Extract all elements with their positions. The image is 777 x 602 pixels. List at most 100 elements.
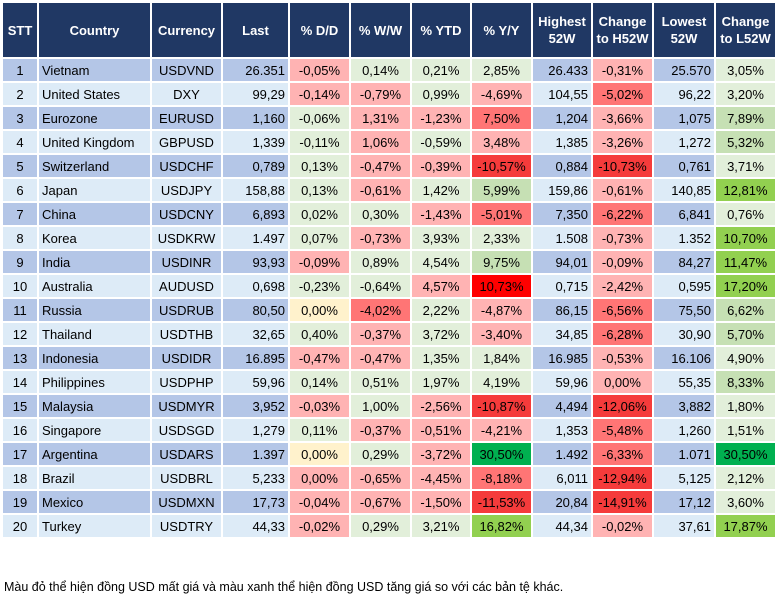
- country-cell: Switzerland: [37, 153, 152, 179]
- ytd-cell: -3,72%: [410, 441, 472, 467]
- yy-cell: 30,50%: [470, 441, 533, 467]
- table-row: 18 Brazil USDBRL 5,233 0,00% -0,65% -4,45% -8,1…: [1, 465, 777, 491]
- change-l52w-cell: 0,76%: [714, 201, 777, 227]
- currency-cell: USDTHB: [150, 321, 223, 347]
- ytd-cell: -0,59%: [410, 129, 472, 155]
- stt-cell: 5: [1, 153, 39, 179]
- last-cell: 0,789: [221, 153, 290, 179]
- highest-52w-cell: 1.508: [531, 225, 593, 251]
- last-cell: 158,88: [221, 177, 290, 203]
- country-cell: United States: [37, 81, 152, 107]
- stt-cell: 4: [1, 129, 39, 155]
- change-h52w-cell: -12,94%: [591, 465, 654, 491]
- yy-cell: -10,87%: [470, 393, 533, 419]
- change-l52w-cell: 10,70%: [714, 225, 777, 251]
- dd-cell: -0,03%: [288, 393, 351, 419]
- yy-cell: -10,57%: [470, 153, 533, 179]
- header-dd: % D/D: [288, 1, 351, 59]
- highest-52w-cell: 16.985: [531, 345, 593, 371]
- ytd-cell: -0,39%: [410, 153, 472, 179]
- country-cell: Philippines: [37, 369, 152, 395]
- currency-cell: USDCNY: [150, 201, 223, 227]
- highest-52w-cell: 1,353: [531, 417, 593, 443]
- stt-cell: 9: [1, 249, 39, 275]
- last-cell: 16.895: [221, 345, 290, 371]
- dd-cell: 0,40%: [288, 321, 351, 347]
- last-cell: 93,93: [221, 249, 290, 275]
- change-h52w-cell: -6,28%: [591, 321, 654, 347]
- dd-cell: -0,47%: [288, 345, 351, 371]
- change-l52w-cell: 5,70%: [714, 321, 777, 347]
- header-change-l52w: Change to L52W: [714, 1, 777, 59]
- stt-cell: 17: [1, 441, 39, 467]
- country-cell: India: [37, 249, 152, 275]
- highest-52w-cell: 159,86: [531, 177, 593, 203]
- lowest-52w-cell: 37,61: [652, 513, 716, 539]
- highest-52w-cell: 104,55: [531, 81, 593, 107]
- ytd-cell: 4,57%: [410, 273, 472, 299]
- last-cell: 59,96: [221, 369, 290, 395]
- lowest-52w-cell: 5,125: [652, 465, 716, 491]
- currency-cell: USDSGD: [150, 417, 223, 443]
- last-cell: 0,698: [221, 273, 290, 299]
- last-cell: 44,33: [221, 513, 290, 539]
- dd-cell: 0,11%: [288, 417, 351, 443]
- table-row: 1 Vietnam USDVND 26.351 -0,05% 0,14% 0,21% 2,85…: [1, 57, 777, 83]
- dd-cell: -0,14%: [288, 81, 351, 107]
- dd-cell: 0,00%: [288, 465, 351, 491]
- header-last: Last: [221, 1, 290, 59]
- currency-cell: USDRUB: [150, 297, 223, 323]
- lowest-52w-cell: 140,85: [652, 177, 716, 203]
- lowest-52w-cell: 16.106: [652, 345, 716, 371]
- highest-52w-cell: 1,204: [531, 105, 593, 131]
- table-row: 3 Eurozone EURUSD 1,160 -0,06% 1,31% -1,23% 7,5…: [1, 105, 777, 131]
- change-h52w-cell: -0,31%: [591, 57, 654, 83]
- country-cell: Thailand: [37, 321, 152, 347]
- yy-cell: 4,19%: [470, 369, 533, 395]
- currency-cell: EURUSD: [150, 105, 223, 131]
- yy-cell: 5,99%: [470, 177, 533, 203]
- table-row: 17 Argentina USDARS 1.397 0,00% 0,29% -3,72% 30…: [1, 441, 777, 467]
- change-h52w-cell: -0,61%: [591, 177, 654, 203]
- table-row: 16 Singapore USDSGD 1,279 0,11% -0,37% -0,51% -…: [1, 417, 777, 443]
- dd-cell: 0,02%: [288, 201, 351, 227]
- table-row: 20 Turkey USDTRY 44,33 -0,02% 0,29% 3,21% 16,82…: [1, 513, 777, 539]
- yy-cell: 9,75%: [470, 249, 533, 275]
- change-l52w-cell: 5,32%: [714, 129, 777, 155]
- last-cell: 99,29: [221, 81, 290, 107]
- last-cell: 3,952: [221, 393, 290, 419]
- stt-cell: 12: [1, 321, 39, 347]
- last-cell: 26.351: [221, 57, 290, 83]
- ww-cell: 1,31%: [349, 105, 412, 131]
- last-cell: 1.497: [221, 225, 290, 251]
- header-highest-52w: Highest 52W: [531, 1, 593, 59]
- currency-cell: USDVND: [150, 57, 223, 83]
- highest-52w-cell: 59,96: [531, 369, 593, 395]
- change-l52w-cell: 11,47%: [714, 249, 777, 275]
- stt-cell: 1: [1, 57, 39, 83]
- highest-52w-cell: 6,011: [531, 465, 593, 491]
- change-l52w-cell: 12,81%: [714, 177, 777, 203]
- dd-cell: 0,00%: [288, 441, 351, 467]
- country-cell: Brazil: [37, 465, 152, 491]
- ytd-cell: 0,99%: [410, 81, 472, 107]
- ytd-cell: 1,97%: [410, 369, 472, 395]
- table-row: 7 China USDCNY 6,893 0,02% 0,30% -1,43% -5,01% 7…: [1, 201, 777, 227]
- table-row: 10 Australia AUDUSD 0,698 -0,23% -0,64% 4,57% 1…: [1, 273, 777, 299]
- lowest-52w-cell: 84,27: [652, 249, 716, 275]
- change-l52w-cell: 30,50%: [714, 441, 777, 467]
- dd-cell: -0,04%: [288, 489, 351, 515]
- change-l52w-cell: 1,51%: [714, 417, 777, 443]
- ww-cell: 1,00%: [349, 393, 412, 419]
- dd-cell: -0,09%: [288, 249, 351, 275]
- dd-cell: -0,06%: [288, 105, 351, 131]
- ww-cell: 1,06%: [349, 129, 412, 155]
- stt-cell: 2: [1, 81, 39, 107]
- country-cell: United Kingdom: [37, 129, 152, 155]
- currency-cell: GBPUSD: [150, 129, 223, 155]
- ytd-cell: -1,50%: [410, 489, 472, 515]
- change-l52w-cell: 4,90%: [714, 345, 777, 371]
- currency-cell: USDKRW: [150, 225, 223, 251]
- lowest-52w-cell: 30,90: [652, 321, 716, 347]
- footer-note: Màu đỏ thể hiện đồng USD mất giá và màu …: [4, 580, 564, 594]
